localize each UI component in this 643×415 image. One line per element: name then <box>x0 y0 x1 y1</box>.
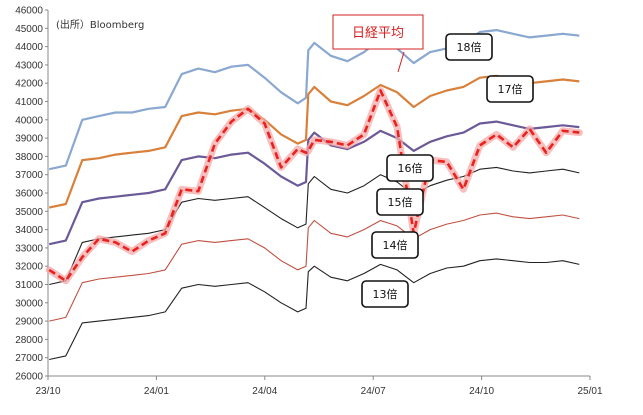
multiple-label-17: 17倍 <box>486 75 534 103</box>
y-tick-label: 28000 <box>15 335 43 346</box>
y-tick-label: 27000 <box>15 353 43 364</box>
series-line-14 <box>49 212 580 322</box>
x-tick-label: 24/07 <box>361 386 386 397</box>
y-tick-label: 46000 <box>15 6 43 17</box>
series-line-17 <box>48 74 580 209</box>
x-tick-label: 25/01 <box>577 386 602 397</box>
y-tick-label: 29000 <box>15 317 43 328</box>
y-tick-label: 36000 <box>15 189 43 200</box>
multiple-label-14: 14倍 <box>371 231 419 259</box>
multiple-label-13: 13倍 <box>361 280 409 308</box>
svg-text:18倍: 18倍 <box>457 40 482 54</box>
series-line-13 <box>49 258 580 361</box>
svg-text:14倍: 14倍 <box>383 238 408 252</box>
y-tick-label: 43000 <box>15 60 43 71</box>
svg-text:15倍: 15倍 <box>388 195 413 209</box>
y-tick-label: 37000 <box>15 170 43 181</box>
y-tick-label: 34000 <box>15 225 43 236</box>
source-note: (出所）Bloomberg <box>56 18 144 31</box>
x-tick-label: 24/10 <box>469 386 494 397</box>
y-tick-label: 40000 <box>15 115 43 126</box>
y-tick-label: 35000 <box>15 207 43 218</box>
y-tick-label: 41000 <box>15 97 43 108</box>
multiple-label-15: 15倍 <box>376 188 424 216</box>
multiple-label-16: 16倍 <box>386 154 434 182</box>
axes: 26000 27000 28000 29000 30000 31000 32000 33000… <box>15 6 603 398</box>
svg-text:17倍: 17倍 <box>498 82 523 96</box>
y-tick-label: 33000 <box>15 243 43 254</box>
multiple-label-18: 18倍 <box>445 33 493 61</box>
svg-text:13倍: 13倍 <box>373 287 398 301</box>
y-tick-label: 26000 <box>15 372 43 383</box>
y-tick-label: 38000 <box>15 152 43 163</box>
y-tick-label: 32000 <box>15 262 43 273</box>
y-tick-label: 42000 <box>15 79 43 90</box>
x-tick-label: 24/01 <box>144 386 169 397</box>
nikkei-label: 日経平均 <box>352 26 404 41</box>
y-tick-label: 30000 <box>15 298 43 309</box>
y-tick-label: 31000 <box>15 280 43 291</box>
series-line-nikkei <box>48 89 580 283</box>
svg-text:16倍: 16倍 <box>398 161 423 175</box>
series-line-15 <box>49 166 580 286</box>
series-line-16 <box>48 120 580 246</box>
series-lines <box>45 29 583 361</box>
x-tick-label: 24/04 <box>252 386 277 397</box>
nikkei-callout: 日経平均 <box>332 14 424 73</box>
series-line-nikkei-glow <box>45 87 583 285</box>
y-tick-label: 44000 <box>15 42 43 53</box>
x-tick-label: 23/10 <box>35 386 60 397</box>
y-tick-label: 39000 <box>15 134 43 145</box>
series-line-18 <box>48 29 580 171</box>
y-tick-label: 45000 <box>15 24 43 35</box>
